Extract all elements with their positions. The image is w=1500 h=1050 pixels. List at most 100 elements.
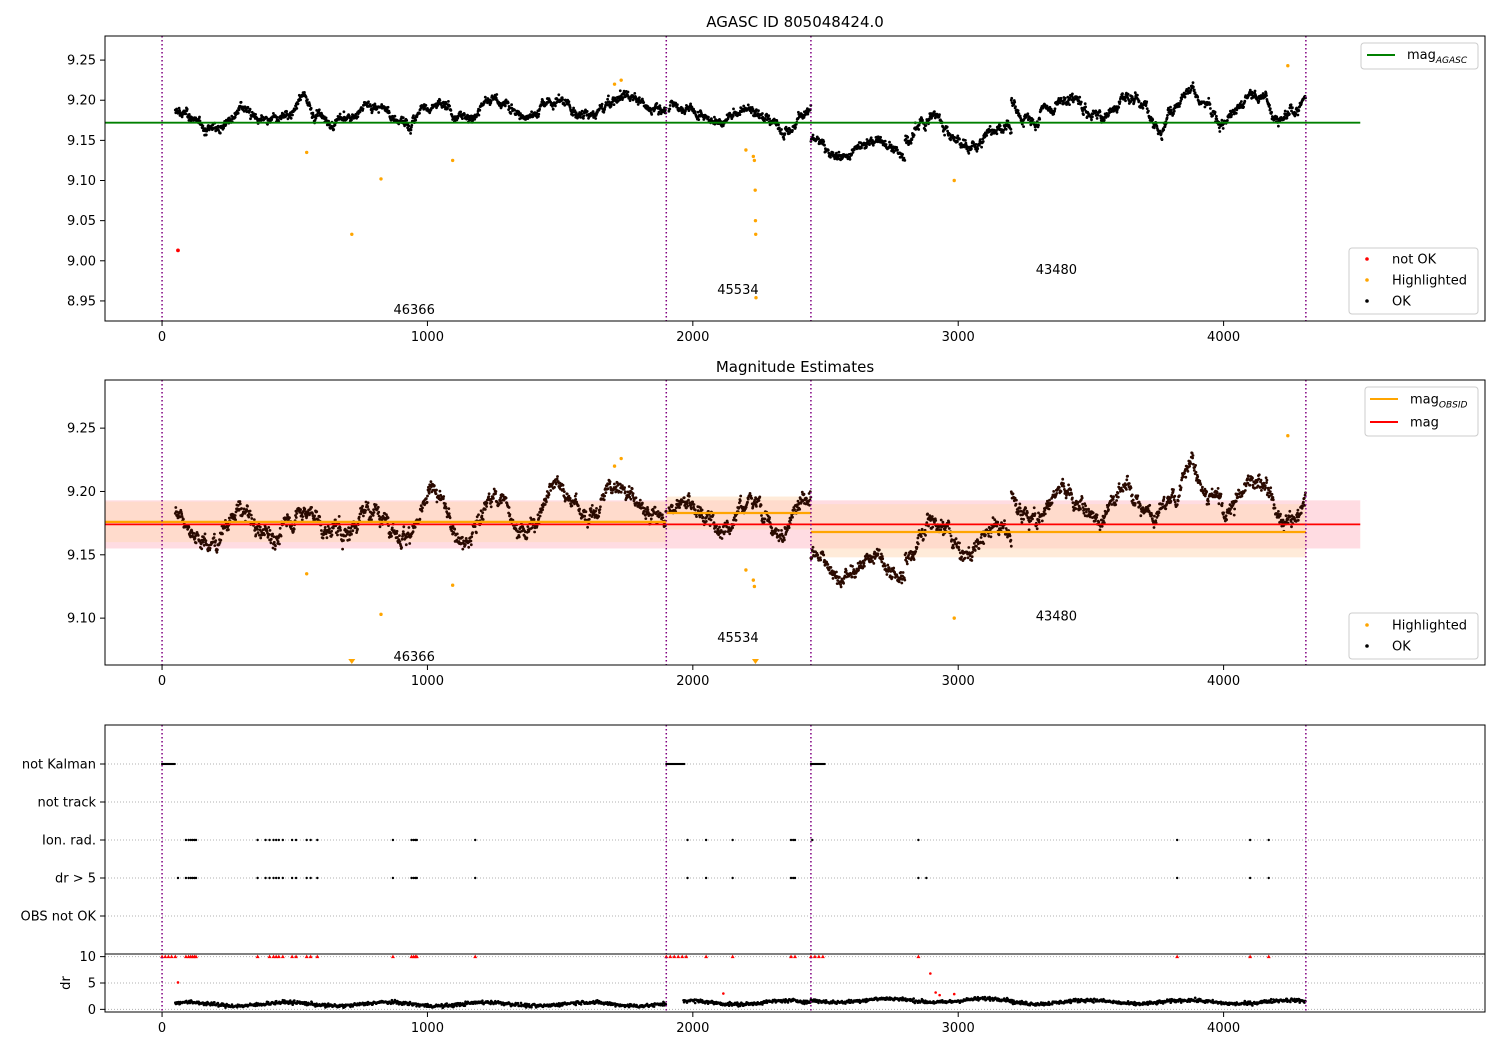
ok-point: [1180, 97, 1183, 101]
legend-box: [1348, 247, 1479, 315]
ok-point: [1155, 124, 1159, 128]
ok-point: [567, 100, 571, 104]
ok-point: [1031, 118, 1035, 121]
ok-point: [537, 112, 541, 116]
ok-point: [1074, 507, 1078, 511]
ok-point: [1221, 126, 1225, 130]
ok-point: [252, 518, 256, 521]
ok-point: [1145, 107, 1149, 110]
obsid-label: 46366: [393, 303, 434, 318]
ok-point: [361, 504, 364, 508]
ok-point: [531, 526, 534, 529]
highlighted-point: [612, 82, 617, 86]
ok-point: [351, 529, 355, 533]
ok-point: [233, 514, 237, 517]
ok-point: [1035, 527, 1039, 531]
ok-point: [1067, 483, 1070, 487]
highlighted-point: [379, 177, 383, 181]
ok-point: [1191, 81, 1195, 84]
ok-point: [174, 506, 178, 509]
ok-point: [811, 133, 815, 137]
ok-point: [1085, 510, 1088, 514]
ok-point: [247, 515, 251, 519]
ok-point: [724, 530, 727, 533]
ok-point: [313, 514, 316, 518]
ok-point: [278, 526, 282, 530]
ok-point: [831, 151, 835, 155]
ok-point: [1115, 110, 1119, 114]
ok-point: [967, 149, 970, 153]
ok-point: [868, 143, 871, 147]
ok-point: [187, 113, 191, 116]
ok-point: [979, 536, 983, 539]
ok-point: [1277, 124, 1280, 128]
ok-point: [254, 113, 257, 116]
ok-point: [905, 562, 909, 566]
ok-point: [838, 575, 841, 579]
ok-point: [556, 475, 559, 478]
ok-point: [1187, 86, 1191, 90]
ok-point: [758, 495, 762, 499]
ok-point: [402, 525, 406, 529]
ok-point: [1063, 96, 1067, 100]
ok-point: [1166, 113, 1169, 117]
ok-point: [970, 147, 973, 151]
ok-point: [1053, 107, 1057, 111]
ok-point: [221, 532, 224, 536]
ok-point: [904, 551, 908, 555]
ok-point: [777, 126, 781, 130]
ok-point: [602, 498, 606, 502]
ok-point: [880, 560, 884, 564]
ok-point: [489, 99, 493, 103]
ok-point: [1098, 110, 1102, 114]
ok-point: [949, 534, 953, 538]
y-tick-label: 9.05: [67, 214, 96, 229]
ok-point: [326, 524, 330, 528]
ok-point: [185, 107, 189, 111]
ok-point: [782, 137, 786, 141]
ok-point: [1017, 112, 1021, 116]
ok-point: [835, 151, 838, 155]
ok-point: [506, 101, 510, 105]
ok-point: [686, 504, 689, 508]
ok-point: [1059, 490, 1063, 493]
ok-point: [914, 550, 918, 553]
ok-point: [1144, 104, 1148, 107]
ok-point: [318, 515, 322, 519]
ok-point: [678, 506, 681, 509]
ok-point: [897, 580, 901, 584]
ok-point: [966, 556, 970, 560]
ok-point: [358, 110, 362, 114]
ok-point: [1070, 492, 1073, 496]
ok-point: [272, 540, 276, 544]
ok-point: [1087, 507, 1090, 511]
ok-point: [599, 505, 602, 509]
ok-point: [1024, 506, 1028, 510]
ok-point: [1243, 99, 1247, 103]
ok-point: [239, 100, 243, 104]
ok-point: [607, 94, 610, 98]
ok-point: [844, 569, 848, 573]
ok-point: [541, 508, 544, 512]
ok-point: [1018, 114, 1022, 118]
ok-point: [658, 104, 662, 107]
ok-point: [485, 501, 489, 505]
ok-point: [1094, 109, 1098, 113]
ok-point: [1052, 490, 1056, 493]
ok-point: [728, 532, 732, 536]
ok-point: [576, 504, 580, 508]
ok-point: [1009, 538, 1013, 542]
ok-point: [610, 491, 614, 495]
highlighted-point: [619, 78, 623, 82]
obsid-label: 43480: [1036, 263, 1077, 278]
ok-point: [1288, 106, 1292, 110]
ok-point: [726, 521, 729, 524]
ok-point: [687, 494, 691, 498]
ok-point: [1211, 114, 1214, 118]
ok-point: [492, 497, 495, 500]
ok-point: [606, 487, 610, 491]
ok-point: [982, 542, 986, 545]
ok-point: [580, 109, 584, 113]
ok-point: [721, 124, 725, 128]
